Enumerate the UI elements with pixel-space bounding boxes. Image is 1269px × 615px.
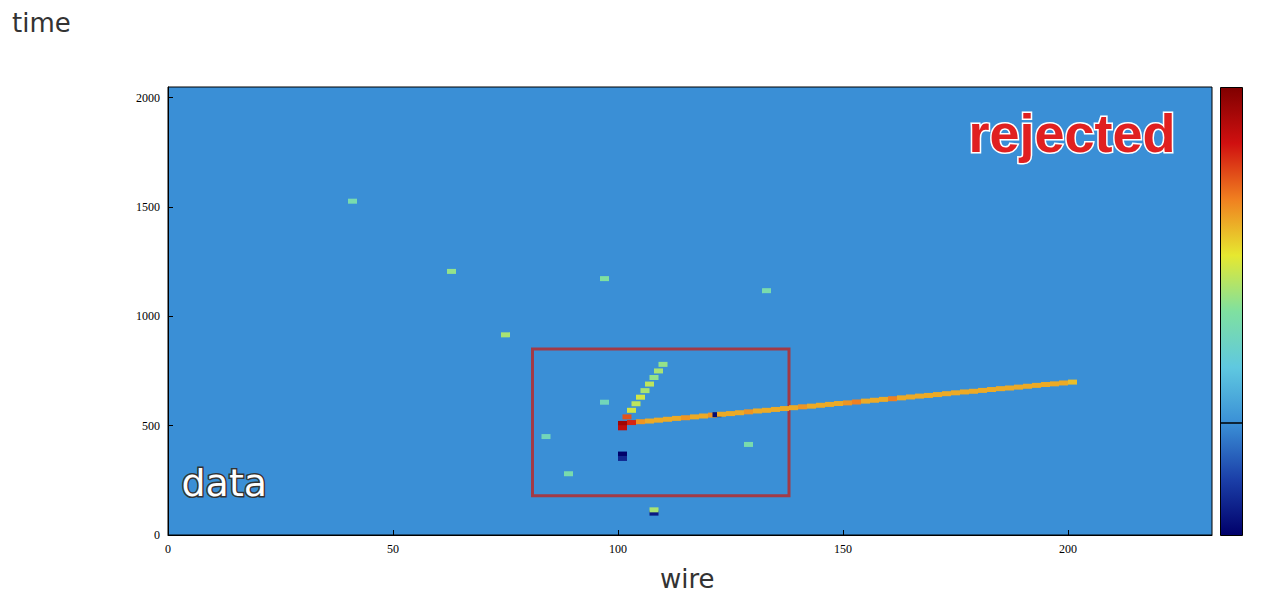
- svg-text:200: 200: [1059, 542, 1077, 556]
- svg-text:1500: 1500: [136, 200, 160, 214]
- svg-text:1000: 1000: [136, 309, 160, 323]
- svg-text:500: 500: [142, 419, 160, 433]
- svg-text:100: 100: [609, 542, 627, 556]
- svg-text:0: 0: [165, 542, 171, 556]
- svg-text:time: time: [12, 8, 71, 38]
- svg-text:rejected: rejected: [968, 103, 1175, 163]
- svg-text:150: 150: [834, 542, 852, 556]
- svg-text:data: data: [182, 461, 268, 505]
- svg-text:50: 50: [387, 542, 399, 556]
- svg-text:2000: 2000: [136, 91, 160, 105]
- svg-text:wire: wire: [660, 564, 715, 594]
- svg-text:0: 0: [154, 528, 160, 542]
